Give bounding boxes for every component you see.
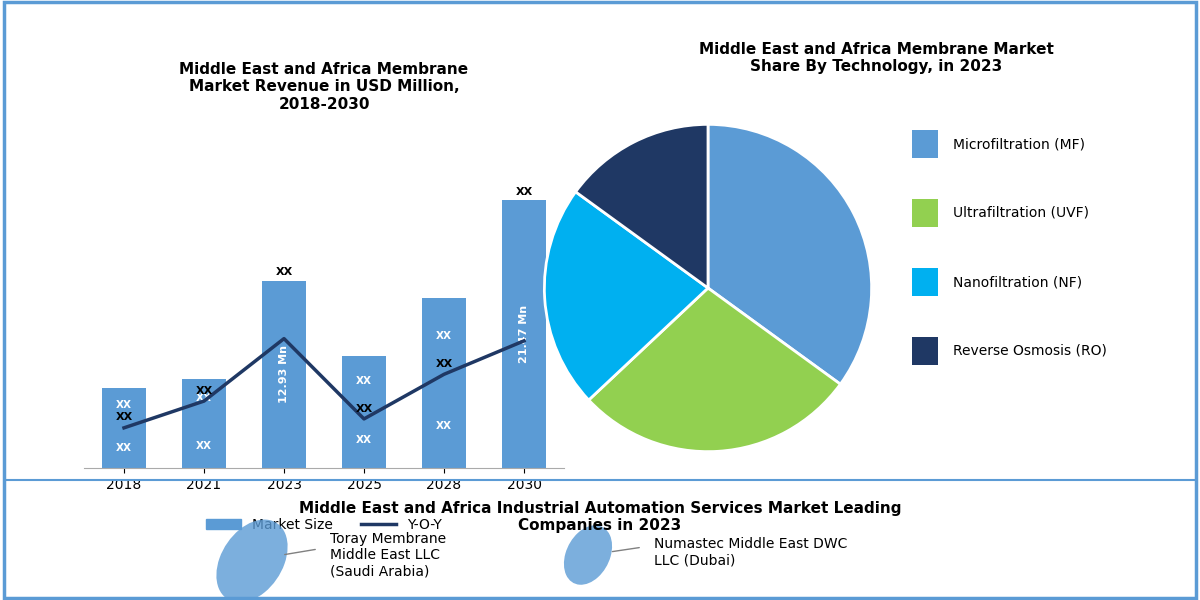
Text: XX: XX (115, 412, 133, 422)
Text: Numastec Middle East DWC
LLC (Dubai): Numastec Middle East DWC LLC (Dubai) (654, 537, 847, 567)
Text: Toray Membrane
Middle East LLC
(Saudi Arabia): Toray Membrane Middle East LLC (Saudi Ar… (330, 532, 446, 578)
Bar (182, 379, 226, 468)
Text: 21.47 Mn: 21.47 Mn (520, 305, 529, 363)
Text: Reverse Osmosis (RO): Reverse Osmosis (RO) (953, 344, 1106, 358)
Text: Middle East and Africa Membrane Market
Share By Technology, in 2023: Middle East and Africa Membrane Market S… (698, 42, 1054, 74)
Bar (422, 298, 466, 468)
Text: XX: XX (356, 376, 372, 386)
Text: 12.93 Mn: 12.93 Mn (278, 346, 289, 403)
Text: XX: XX (436, 359, 452, 369)
Text: XX: XX (116, 443, 132, 453)
Wedge shape (576, 124, 708, 288)
Ellipse shape (564, 525, 612, 585)
Ellipse shape (216, 520, 288, 600)
Bar (262, 281, 306, 468)
Legend: Market Size, Y-O-Y: Market Size, Y-O-Y (200, 512, 448, 538)
Text: XX: XX (196, 386, 212, 396)
Text: Nanofiltration (NF): Nanofiltration (NF) (953, 275, 1082, 289)
Text: XX: XX (355, 404, 373, 413)
Text: XX: XX (275, 267, 293, 277)
Bar (102, 388, 146, 468)
Text: XX: XX (436, 421, 452, 431)
Text: Ultrafiltration (UVF): Ultrafiltration (UVF) (953, 206, 1088, 220)
Wedge shape (545, 192, 708, 400)
Wedge shape (589, 288, 840, 452)
Text: XX: XX (515, 187, 533, 197)
Text: XX: XX (436, 331, 452, 341)
Bar (502, 200, 546, 468)
Text: XX: XX (196, 394, 212, 403)
Text: Middle East and Africa Industrial Automation Services Market Leading
Companies i: Middle East and Africa Industrial Automa… (299, 501, 901, 533)
Text: Microfiltration (MF): Microfiltration (MF) (953, 137, 1085, 151)
Text: XX: XX (196, 440, 212, 451)
Text: XX: XX (356, 435, 372, 445)
Text: XX: XX (116, 400, 132, 410)
Title: Middle East and Africa Membrane
Market Revenue in USD Million,
2018-2030: Middle East and Africa Membrane Market R… (180, 62, 468, 112)
Wedge shape (708, 124, 871, 384)
Bar (342, 356, 386, 468)
